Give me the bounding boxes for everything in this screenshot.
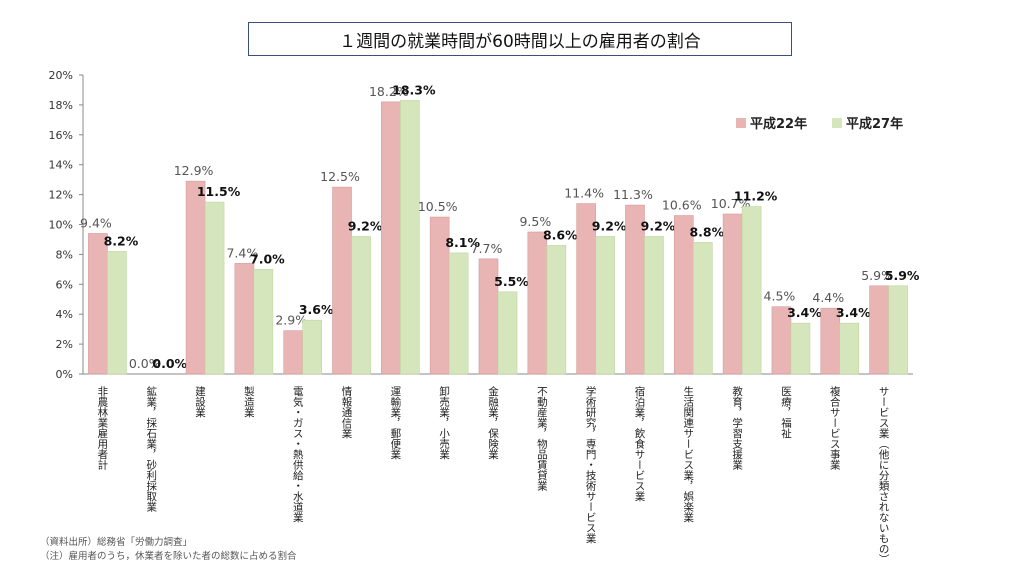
category-label: 卸売業，小売業 [438,385,450,460]
data-label: 10.6% [662,198,702,213]
data-label: 0.0% [152,356,187,371]
bar-h22 [722,213,743,375]
bar-h27 [400,100,420,375]
category-label: 建設業 [194,385,206,418]
data-label: 11.3% [613,187,653,202]
data-label: 8.8% [689,224,724,239]
data-label: 9.2% [348,218,383,233]
data-label: 4.4% [812,290,844,305]
bar-h27 [888,285,908,375]
data-label: 9.5% [519,214,551,229]
category-label: サービス業（他に分類されないもの） [878,386,890,565]
data-label: 3.4% [836,305,871,320]
category-label: 教育，学習支援業 [731,385,743,471]
chart-notes: （資料出所）総務省「労働力調査」 （注）雇用者のうち，休業者を除いた者の総数に占… [40,536,297,564]
category-label: 宿泊業，飲食サービス業 [633,385,645,502]
category-label: 学術研究，専門・技術サービス業 [585,385,597,544]
category-label: 医療，福祉 [780,386,792,439]
category-label: 非農林業雇用者計 [96,386,108,471]
legend-label: 平成27年 [846,116,903,132]
data-label: 9.2% [592,218,627,233]
bar-h27 [790,322,811,375]
bar-h27 [692,242,713,375]
data-label: 7.7% [471,241,503,256]
category-label: 金融業，保険業 [487,385,499,460]
source-note: （資料出所）総務省「労働力調査」 [40,537,193,548]
data-label: 2.9% [275,313,307,328]
data-label: 7.4% [226,245,258,260]
data-label: 12.9% [174,163,214,178]
bar-h27 [595,236,615,375]
data-label: 0.0% [129,356,161,371]
bar-h27 [741,206,762,375]
bar-h27 [302,319,323,375]
bar-h22 [869,285,889,375]
y-tick-label: 4% [56,308,73,321]
category-label: 生活関連サービス業，娯楽業 [682,385,694,523]
data-label: 8.6% [543,227,578,242]
footnote: （注）雇用者のうち，休業者を除いた者の総数に占める割合 [40,551,297,562]
y-tick-label: 10% [49,219,73,232]
data-label: 12.5% [320,169,360,184]
y-tick-label: 2% [56,338,73,351]
bar-h27 [107,251,127,375]
category-label: 製造業 [243,385,255,418]
data-label: 8.1% [445,235,480,250]
data-label: 11.4% [564,186,604,201]
data-label: 11.5% [197,184,241,199]
data-label: 8.2% [104,233,139,248]
bar-h22 [332,186,352,375]
bar-h27 [253,269,274,375]
y-tick-label: 16% [49,129,73,142]
data-label: 7.0% [250,251,285,266]
bar-h27 [644,236,664,375]
bar-h27 [448,252,469,375]
data-label: 11.2% [734,189,778,204]
data-label: 18.3% [392,82,436,97]
y-tick-label: 6% [56,278,73,291]
legend-label: 平成22年 [750,116,807,132]
legend-swatch [832,118,842,128]
bar-h22 [234,263,255,375]
bar-h27 [497,291,518,375]
bar-h22 [88,233,108,375]
bar-h22 [185,180,206,375]
bar-h27 [546,245,567,375]
y-tick-label: 0% [56,368,73,381]
category-label: 不動産業，物品賃貸業 [536,386,548,492]
bar-h22 [381,101,401,375]
y-tick-label: 14% [49,159,73,172]
bar-h27 [839,322,860,375]
data-label: 10.5% [418,199,458,214]
data-label: 4.5% [764,289,796,304]
legend-swatch [736,118,746,128]
data-label: 3.6% [299,302,334,317]
y-tick-label: 8% [56,248,73,261]
bar-h22 [283,330,304,375]
data-label: 10.7% [711,196,751,211]
bar-h27 [351,236,371,375]
data-label: 18.2% [369,84,409,99]
category-label: 情報通信業 [341,385,353,439]
category-label: 鉱業，採石業，砂利採取業 [145,385,157,513]
bar-h27 [204,201,225,375]
bar-h22 [527,231,548,375]
data-label: 5.9% [885,268,920,283]
data-label: 9.4% [80,215,112,230]
category-label: 複合サービス事業 [829,385,841,471]
data-label: 5.5% [494,274,529,289]
category-label: 電気・ガス・熱供給・水道業 [292,386,304,523]
data-label: 9.2% [641,218,676,233]
y-tick-label: 18% [49,99,73,112]
chart-title: １週間の就業時間が60時間以上の雇用者の割合 [248,22,792,56]
data-label: 5.9% [861,268,893,283]
y-tick-label: 20% [49,69,73,82]
category-label: 運輸業，郵便業 [389,386,401,460]
y-tick-label: 12% [49,189,73,202]
data-label: 3.4% [787,305,822,320]
